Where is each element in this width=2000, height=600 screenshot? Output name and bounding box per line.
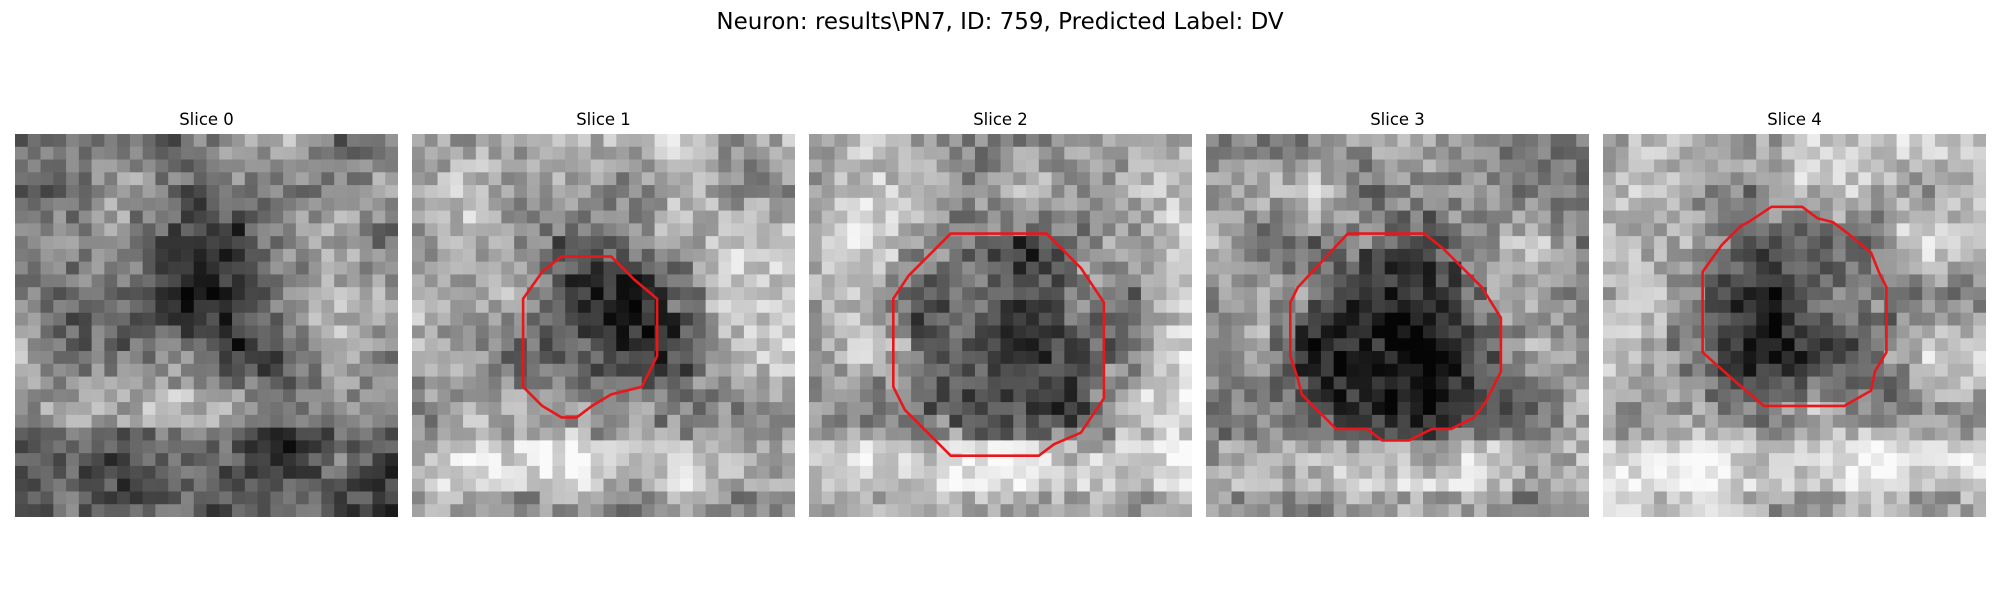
slice-panel-4: Slice 4 — [1603, 110, 1986, 517]
segmentation-contour-2 — [892, 232, 1106, 458]
segmentation-contour-3 — [1289, 232, 1503, 442]
segmentation-contour-1 — [521, 255, 659, 419]
slice-image-2 — [809, 134, 1192, 517]
slice-panel-3: Slice 3 — [1206, 110, 1589, 517]
slice-title-1: Slice 1 — [576, 110, 631, 129]
slice-title-0: Slice 0 — [179, 110, 234, 129]
slice-title-4: Slice 4 — [1767, 110, 1822, 129]
slice-image-1 — [412, 134, 795, 517]
slice-title-2: Slice 2 — [973, 110, 1028, 129]
slice-panel-2: Slice 2 — [809, 110, 1192, 517]
slice-panel-1: Slice 1 — [412, 110, 795, 517]
slice-title-3: Slice 3 — [1370, 110, 1425, 129]
slice-image-0 — [15, 134, 398, 517]
segmentation-contour-4 — [1701, 205, 1888, 408]
slice-panel-0: Slice 0 — [15, 110, 398, 517]
slice-image-4 — [1603, 134, 1986, 517]
figure-title: Neuron: results\PN7, ID: 759, Predicted … — [716, 9, 1284, 35]
slice-image-3 — [1206, 134, 1589, 517]
